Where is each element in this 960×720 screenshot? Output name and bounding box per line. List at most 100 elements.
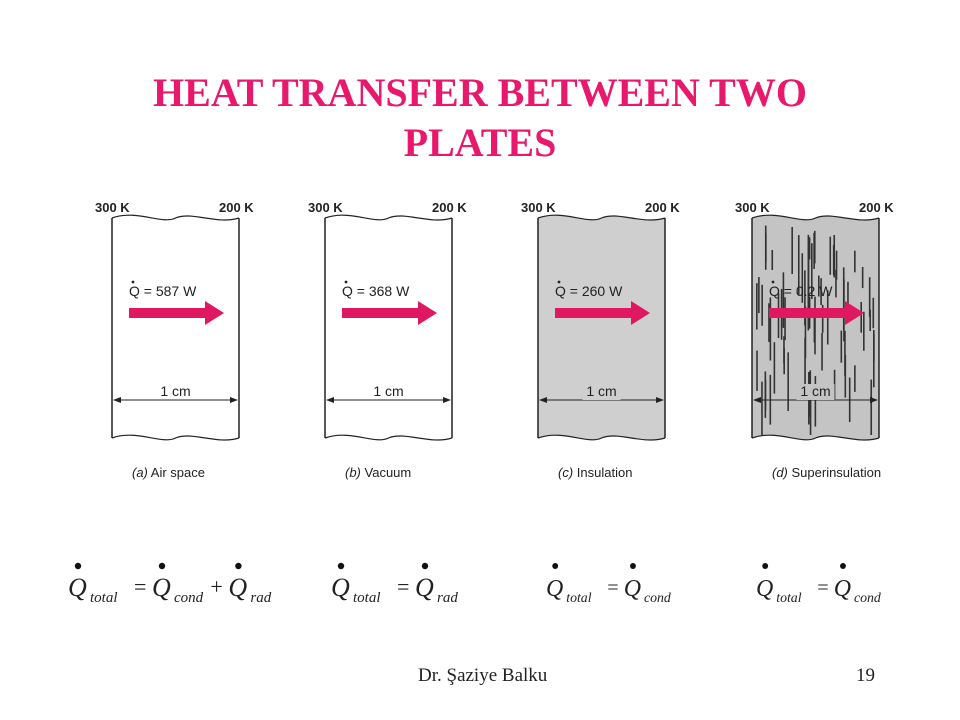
- width-label-bg: [582, 384, 621, 400]
- hot-temperature-label: 300 K: [521, 200, 556, 215]
- equals-sign: =: [397, 574, 409, 599]
- plate-gap-fill: [538, 215, 665, 441]
- dim-arrow-right: [656, 397, 664, 403]
- subscript-total: total: [353, 590, 381, 606]
- subscript-total: total: [566, 590, 591, 605]
- panel-caption: (b) Vacuum: [345, 465, 411, 480]
- q-rad-symbol: Q: [228, 573, 247, 602]
- dim-arrow-right: [870, 397, 878, 403]
- time-derivative-dot: [337, 562, 345, 570]
- equals-sign: =: [817, 577, 828, 599]
- bottom-edge: [324, 434, 453, 441]
- q-total-symbol: Q: [546, 576, 563, 602]
- q-dot: [771, 280, 775, 284]
- panel-air-space: [111, 214, 240, 441]
- title-line-1: HEAT TRANSFER BETWEEN TWO: [153, 70, 807, 115]
- panel-caption: (c) Insulation: [558, 465, 632, 480]
- q-cond-symbol: Q: [834, 576, 851, 602]
- panel-caption: (a) Air space: [132, 465, 205, 480]
- top-edge: [111, 214, 240, 221]
- dim-arrow-left: [113, 397, 121, 403]
- caption-letter: (a): [132, 465, 148, 480]
- heat-flow-label: Q = 587 W: [129, 283, 197, 299]
- heat-arrow-head: [631, 301, 650, 325]
- caption-letter: (b): [345, 465, 361, 480]
- heat-arrow-shaft: [342, 308, 420, 318]
- heat-arrow-head: [418, 301, 437, 325]
- subscript-rad: rad: [250, 590, 271, 606]
- heat-arrow-head: [845, 301, 864, 325]
- cold-temperature-label: 200 K: [645, 200, 680, 215]
- cold-temperature-label: 200 K: [219, 200, 254, 215]
- width-label: 1 cm: [373, 383, 403, 399]
- q-total-symbol: Q: [68, 573, 87, 602]
- heat-arrow-shaft: [129, 308, 207, 318]
- dim-arrow-right: [443, 397, 451, 403]
- top-edge: [751, 214, 880, 221]
- cold-temperature-label: 200 K: [432, 200, 467, 215]
- top-edge: [324, 214, 453, 221]
- time-derivative-dot: [158, 562, 166, 570]
- hot-temperature-label: 300 K: [308, 200, 343, 215]
- slide-title: HEAT TRANSFER BETWEEN TWO PLATES: [0, 68, 960, 168]
- hot-temperature-label: 300 K: [95, 200, 130, 215]
- title-line-2: PLATES: [403, 120, 557, 165]
- bottom-edge: [751, 434, 880, 441]
- footer-page-number: 19: [856, 665, 875, 686]
- heat-arrow-shaft: [555, 308, 633, 318]
- plus-sign: +: [210, 574, 222, 599]
- top-edge: [537, 214, 666, 221]
- plates-diagram: 300 K 200 K Q = 587 W 1 cm (a) Air space 300 …: [95, 200, 894, 480]
- subscript-total: total: [90, 590, 118, 606]
- q-cond-symbol: Q: [152, 573, 171, 602]
- subscript-cond: cond: [854, 590, 881, 605]
- panel-superinsulation: [751, 214, 880, 441]
- bottom-edge: [537, 434, 666, 441]
- bottom-edge: [111, 434, 240, 441]
- panel-vacuum: [324, 214, 453, 441]
- time-derivative-dot: [552, 563, 559, 569]
- width-label-bg: [796, 384, 835, 400]
- dim-arrow-right: [230, 397, 238, 403]
- footer-author: Dr. Şaziye Balku: [418, 665, 548, 686]
- caption-name: Insulation: [573, 465, 632, 480]
- q-total-symbol: Q: [331, 573, 350, 602]
- width-label: 1 cm: [160, 383, 190, 399]
- panel-caption: (d) Superinsulation: [772, 465, 881, 480]
- subscript-total: total: [776, 590, 801, 605]
- caption-name: Superinsulation: [788, 465, 881, 480]
- caption-name: Air space: [148, 465, 205, 480]
- time-derivative-dot: [630, 563, 636, 569]
- subscript-cond: cond: [644, 590, 671, 605]
- time-derivative-dot: [840, 563, 846, 569]
- q-dot: [557, 280, 561, 284]
- equals-sign: =: [134, 574, 146, 599]
- q-total-symbol: Q: [756, 576, 773, 602]
- q-dot: [344, 280, 348, 284]
- time-derivative-dot: [235, 562, 242, 570]
- panel-insulation: [537, 214, 666, 441]
- dim-arrow-left: [539, 397, 547, 403]
- q-cond-symbol: Q: [624, 576, 641, 602]
- heat-flow-label: Q = 260 W: [555, 283, 623, 299]
- q-rad-symbol: Q: [415, 573, 434, 602]
- heat-flow-label: Q = 0.2 W: [769, 283, 833, 299]
- hot-temperature-label: 300 K: [735, 200, 770, 215]
- cold-temperature-label: 200 K: [859, 200, 894, 215]
- time-derivative-dot: [74, 562, 82, 570]
- width-label: 1 cm: [800, 383, 830, 399]
- heat-arrow-shaft: [769, 308, 847, 318]
- time-derivative-dot: [421, 562, 429, 570]
- time-derivative-dot: [762, 563, 769, 569]
- heat-arrow-head: [205, 301, 224, 325]
- heat-flow-label: Q = 368 W: [342, 283, 410, 299]
- caption-letter: (d): [772, 465, 788, 480]
- width-label: 1 cm: [586, 383, 616, 399]
- dim-arrow-left: [326, 397, 334, 403]
- dim-arrow-left: [753, 397, 761, 403]
- caption-name: Vacuum: [361, 465, 411, 480]
